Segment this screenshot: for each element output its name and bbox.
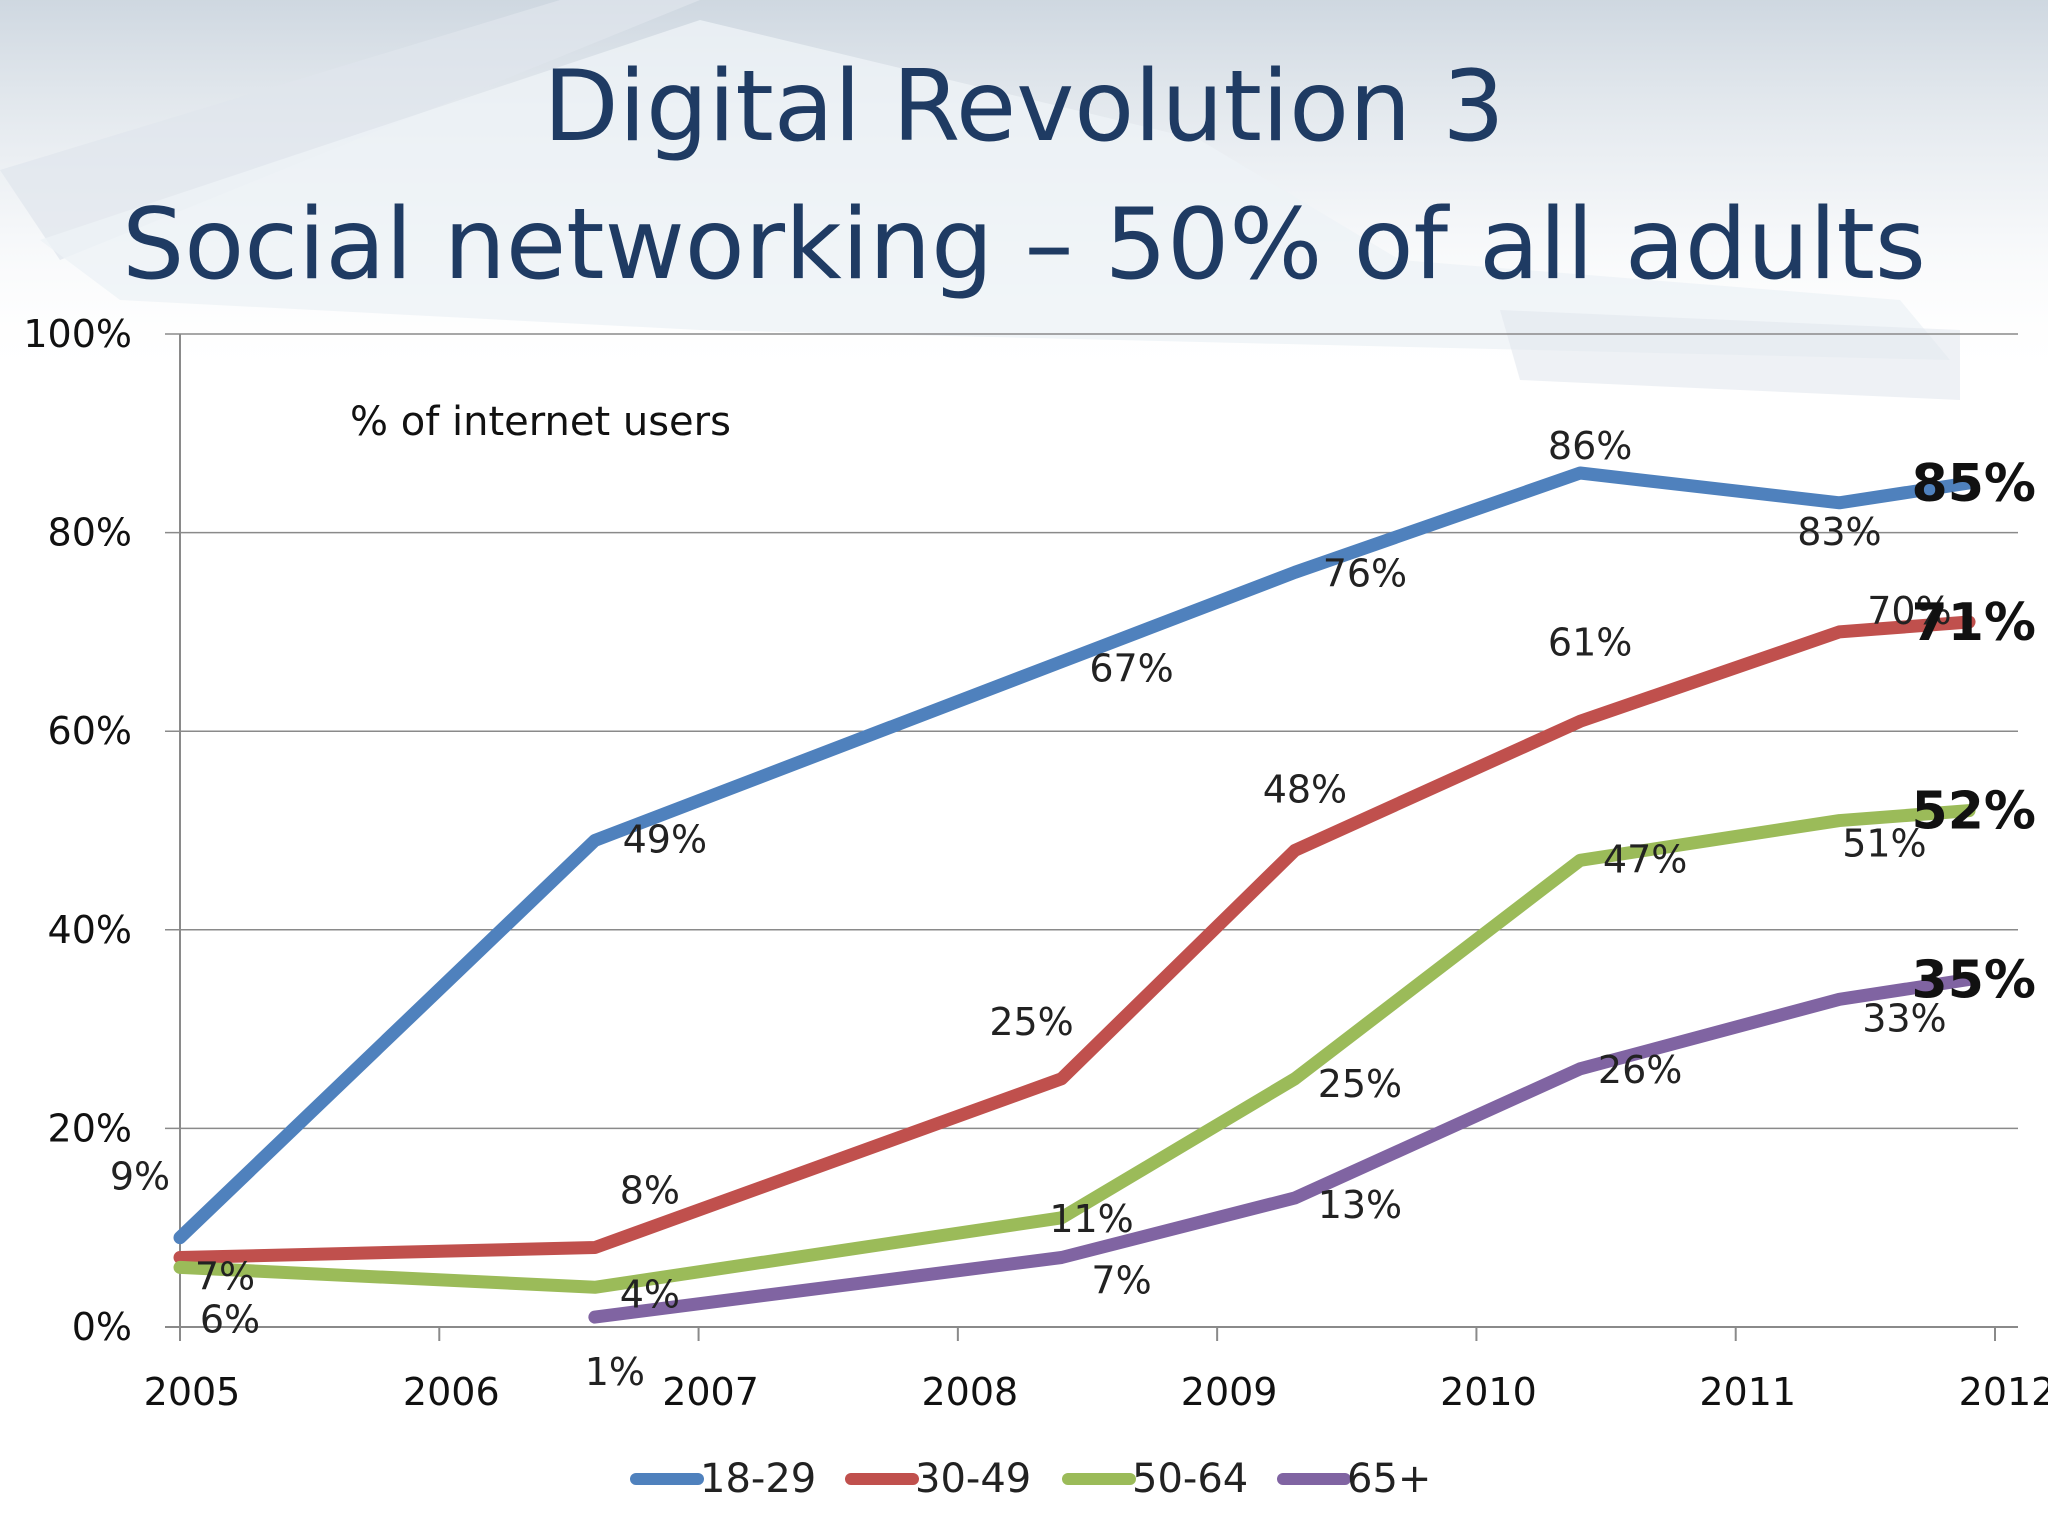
- data-label: 47%: [1603, 837, 1687, 881]
- legend: 18-29 30-49 50-64 65+: [630, 1456, 1431, 1502]
- x-tick-label: 2006: [403, 1370, 500, 1414]
- data-label: 26%: [1598, 1048, 1682, 1092]
- data-labels: 9% 49% 67% 76% 86% 83% 85% 7% 8% 25% 48% 61% 70%71% 6…: [110, 424, 2036, 1394]
- data-label: 7%: [1091, 1258, 1151, 1302]
- legend-label: 50-64: [1132, 1456, 1248, 1502]
- x-tick-label: 2008: [921, 1370, 1018, 1414]
- data-label: 67%: [1089, 647, 1173, 691]
- y-tick-label: 80%: [48, 511, 132, 555]
- series-line-30-49: [173, 615, 1976, 1264]
- data-label: 11%: [1049, 1197, 1133, 1241]
- data-label: 61%: [1548, 620, 1632, 664]
- series-lines: [173, 466, 1976, 1324]
- data-label: 25%: [989, 1000, 1073, 1044]
- x-tick-label: 2007: [662, 1370, 759, 1414]
- data-label: 51%: [1842, 822, 1926, 866]
- legend-label: 30-49: [915, 1456, 1031, 1502]
- legend-label: 18-29: [700, 1456, 816, 1502]
- x-tick-label: 2005: [144, 1370, 241, 1414]
- end-label: 52%: [1912, 782, 2036, 842]
- data-label: 49%: [623, 817, 707, 861]
- y-tick-label: 20%: [48, 1106, 132, 1150]
- series-line-18-29: [173, 466, 1976, 1245]
- axis-layer: 0% 20% 40% 60% 80% 100% 2005 2006 2007 2008 2009 20…: [23, 312, 2048, 1414]
- data-label: 86%: [1548, 424, 1632, 468]
- data-label: 48%: [1263, 767, 1347, 811]
- x-tick-label: 2012: [1959, 1370, 2048, 1414]
- y-tick-label: 40%: [48, 908, 132, 952]
- y-tick-label: 0%: [72, 1305, 132, 1349]
- x-tick-label: 2011: [1699, 1370, 1796, 1414]
- data-label: 9%: [110, 1155, 170, 1199]
- data-label: 76%: [1323, 551, 1407, 595]
- data-label: 7%: [195, 1254, 255, 1298]
- slide-title-line-2: Social networking – 50% of all adults: [122, 188, 1926, 302]
- legend-label: 65+: [1347, 1456, 1431, 1502]
- end-label: 85%: [1912, 454, 2036, 514]
- x-tick-label: 2009: [1181, 1370, 1278, 1414]
- end-label: 71%: [1912, 593, 2036, 653]
- data-label: 13%: [1318, 1183, 1402, 1227]
- data-label: 83%: [1797, 510, 1881, 554]
- data-label: 6%: [200, 1297, 260, 1341]
- y-tick-label: 100%: [23, 312, 132, 356]
- slide-title-line-1: Digital Revolution 3: [543, 50, 1505, 164]
- data-label: 4%: [620, 1272, 680, 1316]
- x-tick-label: 2010: [1440, 1370, 1537, 1414]
- series-line-65+: [588, 972, 1976, 1324]
- y-tick-label: 60%: [48, 709, 132, 753]
- data-label: 25%: [1318, 1062, 1402, 1106]
- end-label: 35%: [1912, 950, 2036, 1010]
- data-label: 1%: [585, 1350, 645, 1394]
- chart-subtitle: % of internet users: [350, 399, 731, 445]
- data-label: 33%: [1862, 996, 1946, 1040]
- data-label: 70%: [1867, 589, 1951, 633]
- series-line-50-64: [173, 804, 1976, 1294]
- data-label: 8%: [620, 1169, 680, 1213]
